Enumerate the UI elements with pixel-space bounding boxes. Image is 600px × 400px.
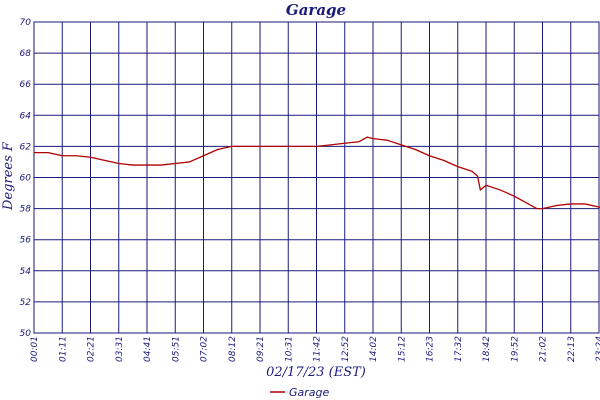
x-tick-label: 19:52 bbox=[510, 336, 520, 362]
x-tick-label: 07:02 bbox=[200, 336, 210, 362]
x-tick-label: 12:52 bbox=[341, 336, 351, 362]
x-axis-label: 02/17/23 (EST) bbox=[266, 365, 366, 380]
x-tick-label: 18:42 bbox=[482, 336, 492, 362]
x-tick-label: 09:21 bbox=[256, 336, 266, 362]
chart-title: Garage bbox=[286, 1, 346, 19]
y-tick-label: 56 bbox=[20, 236, 32, 246]
x-tick-label: 08:12 bbox=[228, 336, 238, 362]
y-tick-label: 50 bbox=[20, 329, 32, 339]
x-tick-label: 05:51 bbox=[171, 336, 181, 362]
y-tick-label: 66 bbox=[20, 80, 32, 90]
legend-label-garage: Garage bbox=[289, 386, 330, 399]
x-tick-label: 11:42 bbox=[313, 336, 323, 362]
y-tick-label: 60 bbox=[20, 174, 32, 184]
y-tick-label: 64 bbox=[20, 111, 32, 121]
x-tick-label: 03:31 bbox=[115, 336, 125, 362]
x-tick-label: 14:02 bbox=[369, 336, 379, 362]
y-tick-label: 52 bbox=[20, 298, 32, 308]
x-tick-label: 10:31 bbox=[284, 336, 294, 362]
y-tick-label: 70 bbox=[20, 18, 32, 28]
y-tick-label: 62 bbox=[20, 142, 32, 152]
y-axis-label: Degrees F bbox=[1, 141, 16, 211]
legend: Garage bbox=[270, 386, 330, 399]
y-tick-label: 58 bbox=[20, 205, 32, 215]
x-tick-label: 15:12 bbox=[397, 336, 407, 362]
x-tick-label: 17:32 bbox=[454, 336, 464, 362]
series-line-garage bbox=[34, 136, 600, 210]
y-tick-label: 68 bbox=[20, 49, 32, 59]
chart-grid bbox=[33, 21, 600, 334]
x-tick-label: 04:41 bbox=[143, 336, 153, 362]
x-tick-label: 22:13 bbox=[567, 336, 577, 362]
x-axis-ticks: 00:01 01:11 02:21 03:31 04:41 05:51 07:02 08:12… bbox=[30, 336, 600, 362]
y-tick-label: 54 bbox=[20, 267, 32, 277]
x-tick-label: 21:02 bbox=[539, 336, 549, 362]
y-axis-ticks: 50 52 54 56 58 60 62 64 66 68 70 bbox=[20, 18, 32, 339]
x-tick-label: 02:21 bbox=[87, 336, 97, 362]
x-tick-label: 16:23 bbox=[426, 336, 436, 362]
x-tick-label: 00:01 bbox=[30, 336, 40, 362]
x-tick-label: 23:24 bbox=[595, 336, 600, 362]
series-layer bbox=[34, 136, 600, 210]
x-tick-label: 01:11 bbox=[58, 336, 68, 362]
